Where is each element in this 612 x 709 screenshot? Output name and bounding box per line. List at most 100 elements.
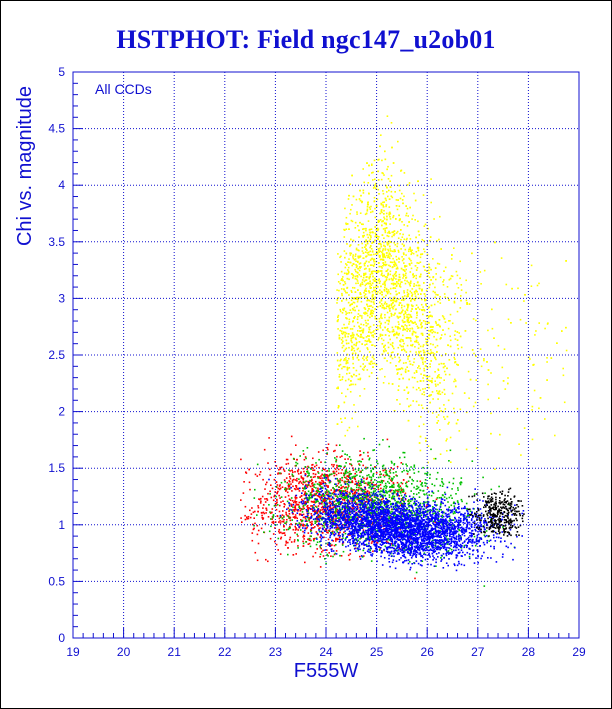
- data-point: [351, 296, 353, 299]
- data-point: [510, 322, 512, 324]
- data-point: [375, 318, 378, 321]
- data-point: [426, 322, 429, 324]
- data-point: [422, 308, 425, 311]
- data-point: [431, 315, 433, 318]
- data-point: [369, 508, 372, 511]
- data-point: [409, 282, 412, 284]
- data-point: [456, 310, 459, 313]
- data-point: [324, 500, 326, 502]
- data-point: [363, 477, 365, 480]
- data-point: [309, 492, 312, 494]
- data-point: [350, 208, 352, 211]
- data-point: [352, 493, 354, 495]
- data-point: [313, 537, 316, 540]
- data-point: [314, 505, 317, 508]
- data-point: [380, 245, 383, 248]
- data-point: [448, 359, 451, 361]
- data-point: [368, 299, 371, 302]
- data-point: [398, 385, 400, 387]
- data-point: [344, 327, 347, 329]
- data-point: [372, 493, 374, 496]
- data-point: [390, 122, 393, 124]
- data-point: [317, 476, 319, 478]
- data-point: [443, 379, 445, 381]
- data-point: [371, 164, 373, 166]
- data-point: [368, 338, 370, 340]
- data-point: [267, 560, 269, 563]
- data-point: [327, 486, 329, 488]
- data-point: [466, 507, 468, 510]
- data-point: [324, 468, 326, 471]
- data-point: [355, 509, 357, 511]
- data-point: [350, 349, 353, 351]
- data-point: [422, 388, 424, 390]
- data-point: [369, 536, 372, 538]
- data-point: [367, 335, 369, 337]
- data-point: [413, 283, 415, 285]
- data-point: [381, 480, 384, 482]
- data-point: [371, 241, 374, 243]
- data-point: [400, 170, 402, 172]
- data-point: [413, 299, 416, 302]
- data-point: [448, 506, 450, 508]
- data-point: [366, 252, 369, 254]
- data-point: [447, 501, 449, 503]
- data-point: [401, 199, 404, 201]
- data-point: [546, 379, 548, 381]
- data-point: [393, 233, 396, 235]
- data-point: [319, 556, 321, 558]
- data-point: [371, 344, 374, 346]
- data-point: [381, 481, 383, 484]
- data-point: [306, 523, 308, 525]
- data-point: [405, 482, 407, 485]
- data-point: [423, 309, 426, 312]
- data-point: [361, 250, 364, 252]
- data-point: [377, 271, 380, 273]
- data-point: [370, 305, 372, 307]
- data-point: [411, 328, 414, 330]
- data-point: [444, 266, 447, 269]
- data-point: [389, 331, 391, 333]
- data-point: [343, 359, 345, 362]
- data-point: [344, 282, 347, 285]
- data-point: [386, 168, 388, 171]
- data-point: [372, 324, 375, 326]
- data-point: [318, 483, 320, 486]
- data-point: [390, 527, 393, 529]
- data-point: [340, 255, 342, 258]
- data-point: [345, 462, 347, 464]
- data-point: [339, 363, 342, 366]
- data-point: [420, 323, 422, 326]
- data-point: [390, 190, 393, 193]
- data-point: [344, 497, 347, 499]
- data-point: [403, 262, 405, 264]
- data-point: [301, 498, 303, 501]
- data-point: [327, 485, 329, 487]
- data-point: [367, 451, 369, 454]
- data-point: [277, 537, 280, 540]
- data-point: [357, 516, 359, 519]
- data-point: [297, 473, 300, 475]
- data-point: [391, 326, 394, 329]
- data-point: [408, 234, 410, 237]
- data-point: [370, 245, 372, 247]
- data-point: [414, 340, 416, 343]
- data-point: [395, 271, 397, 273]
- data-point: [371, 294, 374, 297]
- data-point: [437, 414, 440, 416]
- data-point: [311, 520, 313, 523]
- data-point: [394, 263, 397, 265]
- data-point: [382, 259, 385, 261]
- data-point: [303, 538, 305, 540]
- data-point: [402, 327, 405, 330]
- data-point: [254, 473, 257, 476]
- data-point: [424, 299, 426, 302]
- data-point: [365, 322, 367, 324]
- data-point: [406, 289, 409, 291]
- data-point: [373, 159, 376, 162]
- data-point: [423, 508, 426, 510]
- data-point: [289, 480, 291, 483]
- data-point: [443, 270, 445, 272]
- data-point: [404, 321, 406, 323]
- data-point: [348, 426, 351, 429]
